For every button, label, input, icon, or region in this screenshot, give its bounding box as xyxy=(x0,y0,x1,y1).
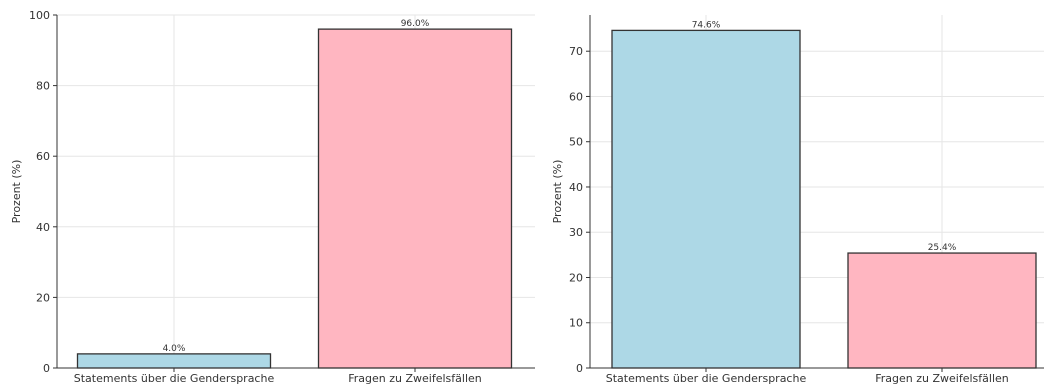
y-tick-label: 80 xyxy=(36,80,50,93)
y-tick-label: 50 xyxy=(569,136,583,149)
bar-1 xyxy=(611,29,801,369)
y-axis-label: Prozent (%) xyxy=(10,160,23,224)
chart-2: 0 10 20 30 40 50 60 70 74.6% Statements über die … xyxy=(551,15,1044,385)
category-label: Fragen zu Zweifelsfällen xyxy=(348,372,482,385)
data-label: 96.0% xyxy=(401,19,430,29)
y-tick-label: 40 xyxy=(36,221,50,234)
y-tick-label: 40 xyxy=(569,181,583,194)
y-tick-label: 60 xyxy=(569,90,583,103)
y-tick-label: 10 xyxy=(569,317,583,330)
bar-1 xyxy=(76,353,272,369)
y-axis-label: Prozent (%) xyxy=(551,160,564,224)
y-tick-label: 100 xyxy=(29,9,50,22)
y-tick-label: 0 xyxy=(43,362,50,375)
category-label: Fragen zu Zweifelsfällen xyxy=(875,372,1009,385)
y-tick-label: 60 xyxy=(36,150,50,163)
chart-1: 0 20 40 60 80 100 4.0% Statements über die Gend… xyxy=(10,9,535,385)
category-label: Statements über die Gendersprache xyxy=(74,372,275,385)
bar-2 xyxy=(847,252,1037,369)
y-tick-label: 0 xyxy=(576,362,583,375)
data-label: 25.4% xyxy=(928,243,957,253)
y-tick-label: 20 xyxy=(36,291,50,304)
y-tick-label: 30 xyxy=(569,226,583,239)
category-label: Statements über die Gendersprache xyxy=(606,372,807,385)
y-tick-label: 70 xyxy=(569,45,583,58)
bar-2 xyxy=(317,28,513,369)
y-tick-label: 20 xyxy=(569,271,583,284)
data-label: 74.6% xyxy=(692,20,721,30)
data-label: 4.0% xyxy=(163,344,186,354)
